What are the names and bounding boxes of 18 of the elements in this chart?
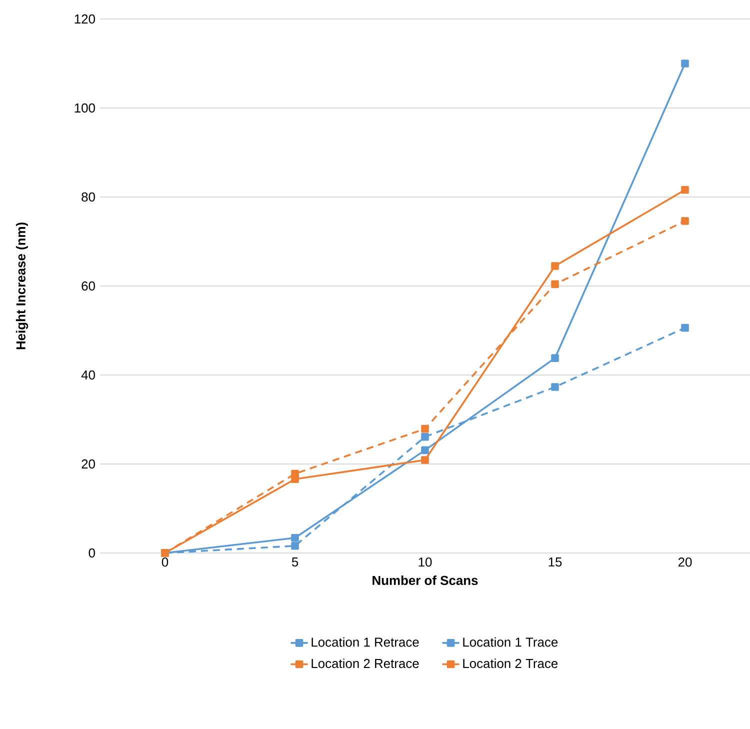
legend-label: Location 2 Retrace xyxy=(312,658,419,668)
y-tick-label: 40 xyxy=(81,370,95,380)
x-tick-label: 10 xyxy=(418,558,432,567)
y-tick-label: 60 xyxy=(82,281,95,291)
legend-label: Location 1 Retrace xyxy=(312,637,419,647)
legend-label: Location 1 Trace xyxy=(463,637,558,647)
y-tick-label: 0 xyxy=(88,548,95,558)
y-tick-label: 100 xyxy=(74,103,95,113)
x-tick-label: 20 xyxy=(678,558,692,567)
x-tick-label: 15 xyxy=(548,558,562,567)
legend-label: Location 2 Trace xyxy=(463,658,558,668)
y-tick-label: 80 xyxy=(82,192,95,202)
x-axis-title: Number of Scans xyxy=(372,576,478,586)
x-tick-label: 0 xyxy=(162,558,168,567)
y-axis-title: Height Increase (nm) xyxy=(16,222,28,350)
y-tick-label: 20 xyxy=(82,459,95,469)
x-tick-label: 5 xyxy=(292,558,298,567)
y-tick-label: 120 xyxy=(74,14,95,24)
